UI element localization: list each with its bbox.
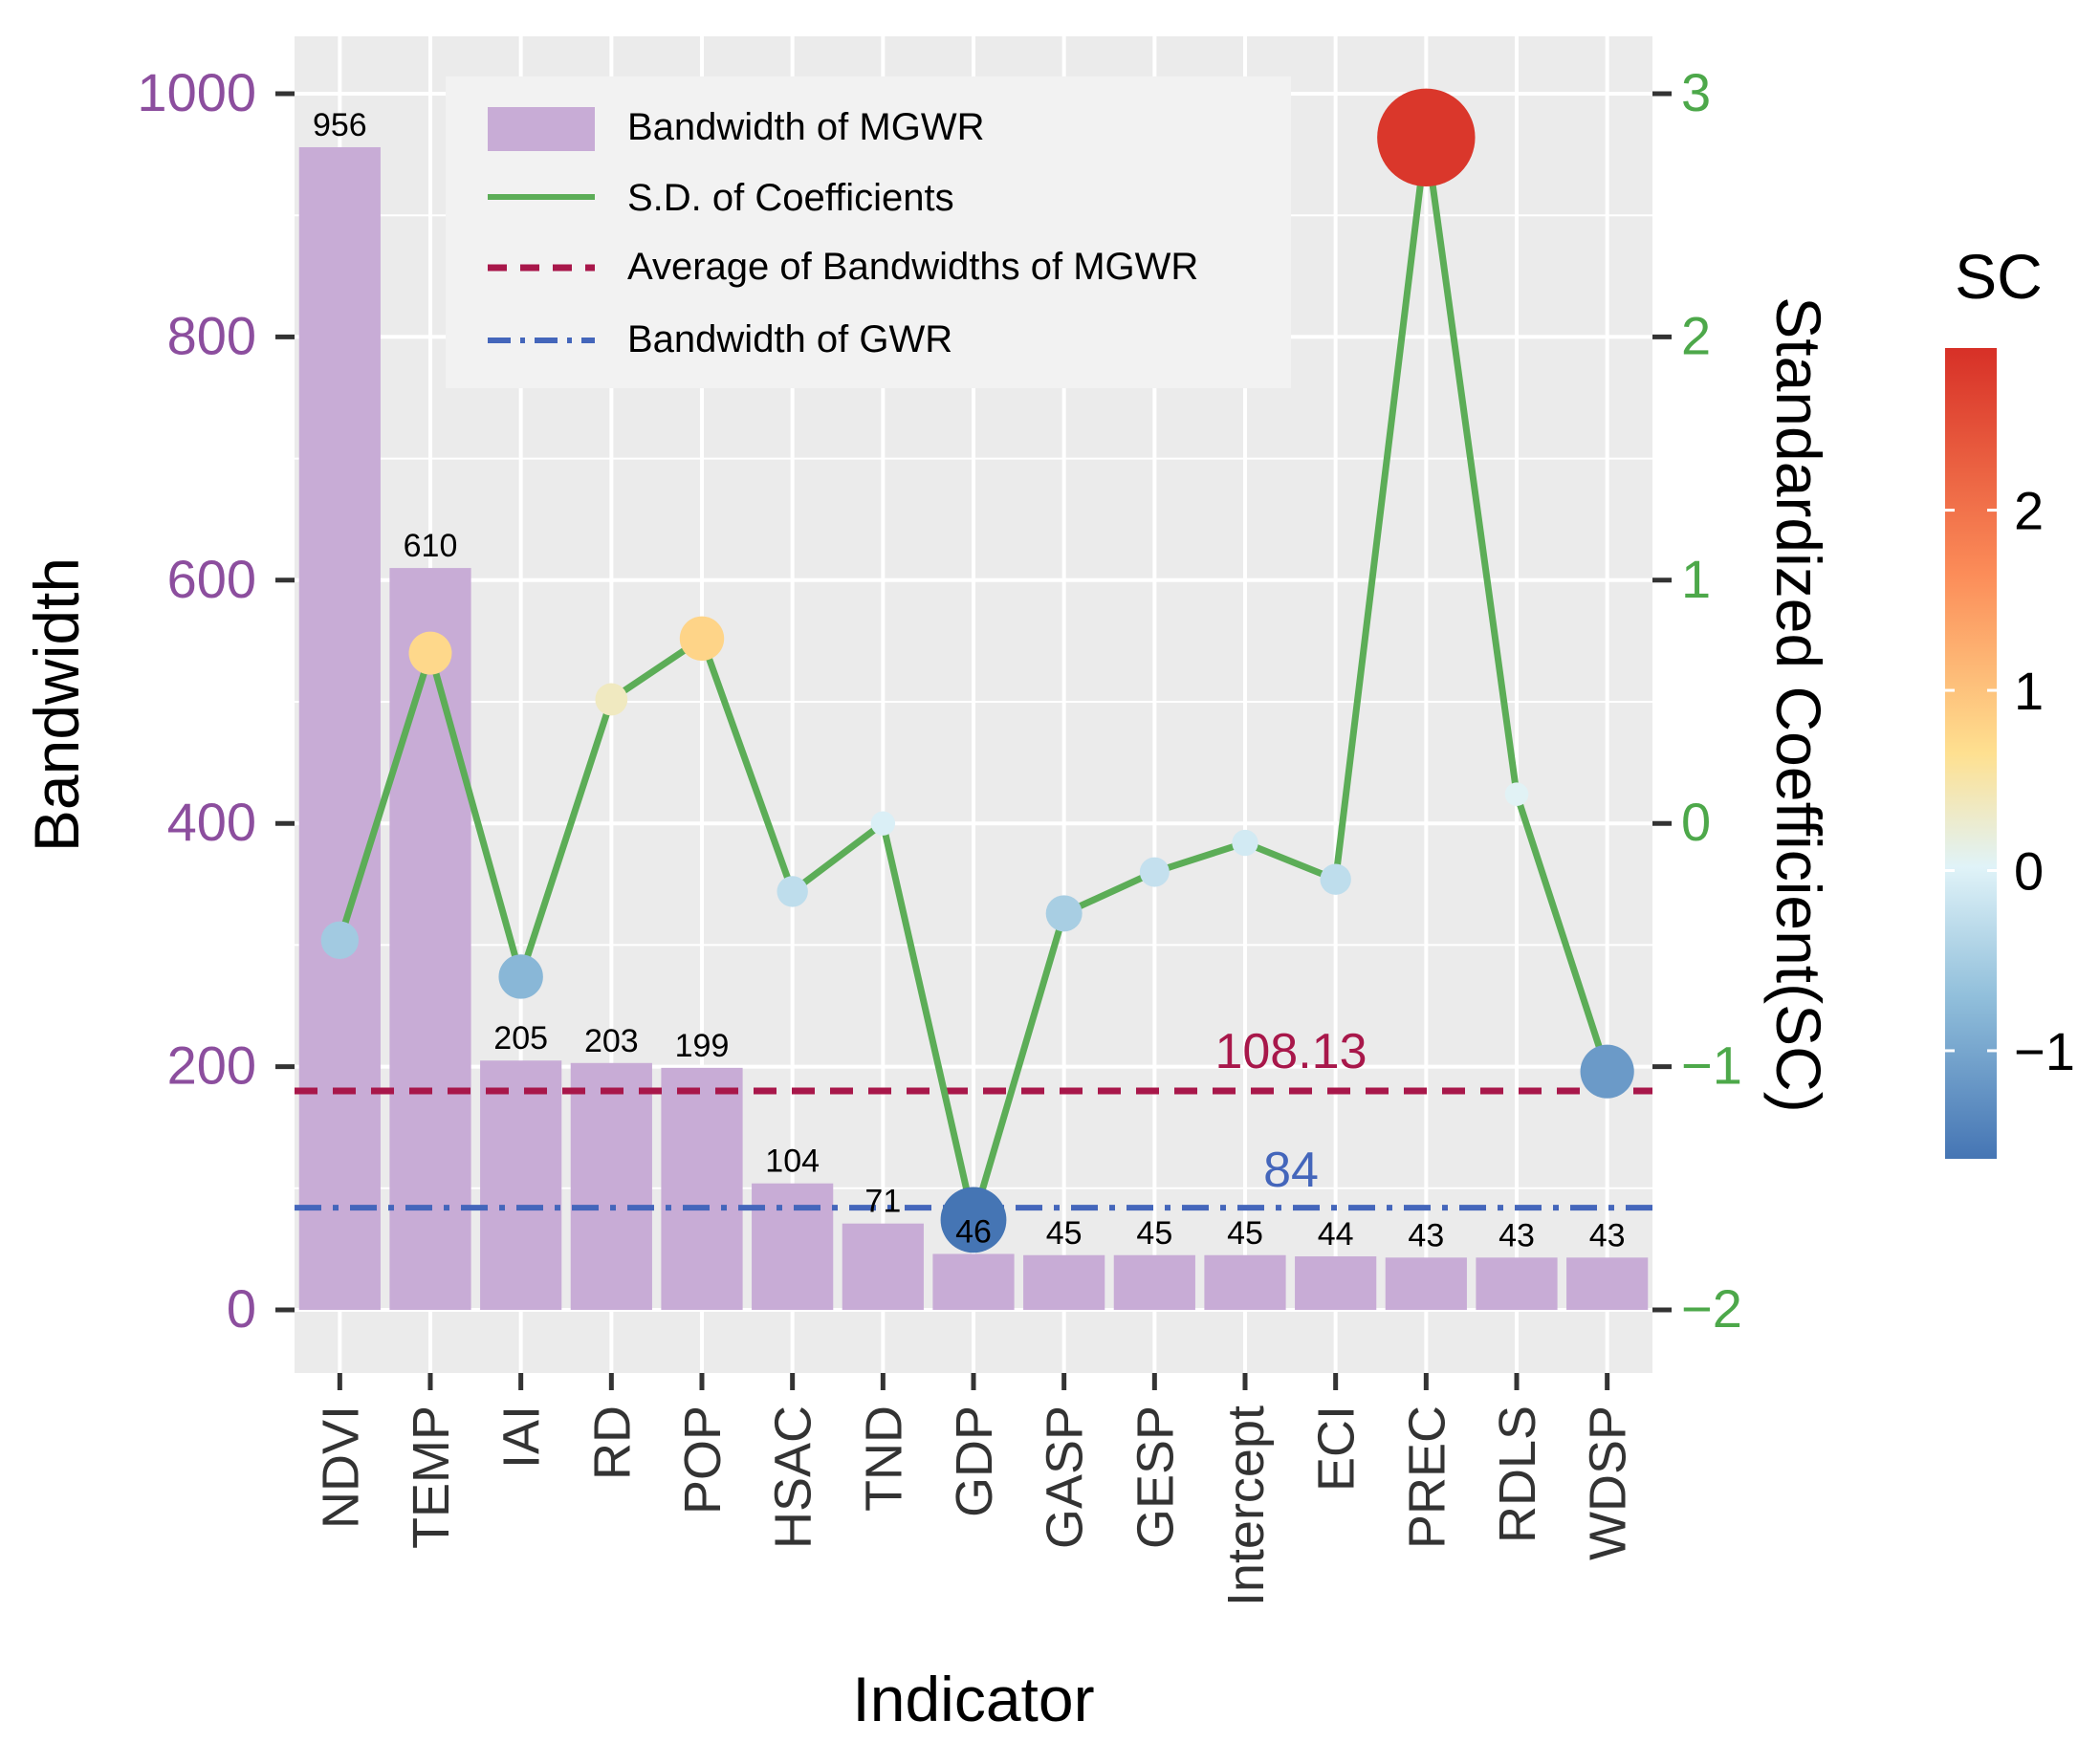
x-tick-label-GDP: GDP [946, 1405, 1003, 1517]
x-tick-label-IAI: IAI [493, 1405, 551, 1469]
legend-label-avg: Average of Bandwidths of MGWR [627, 246, 1198, 288]
point-TEMP [408, 631, 452, 675]
bar-label-IAI: 205 [493, 1020, 548, 1057]
point-GESP [1139, 857, 1170, 887]
bar-label-HSAC: 104 [765, 1144, 820, 1180]
bar-NDVI [298, 146, 381, 1310]
bar-label-RD: 203 [584, 1023, 639, 1059]
x-tick-label-HSAC: HSAC [765, 1405, 822, 1549]
avg-bandwidth-label: 108.13 [1214, 1024, 1367, 1079]
y-tick-label-0: 0 [227, 1278, 256, 1339]
axes: 0 200 400 600 800 1000 −2 −1 0 1 2 3 NDVI TEMP IAI RD PO… [137, 62, 1741, 1606]
point-GDP [940, 1187, 1007, 1253]
x-tick-label-PREC: PREC [1398, 1405, 1455, 1549]
point-HSAC [777, 876, 808, 907]
point-RDLS [1504, 782, 1529, 806]
x-tick-label-Intercept: Intercept [1217, 1405, 1275, 1606]
point-IAI [498, 954, 543, 999]
x-tick-label-NDVI: NDVI [312, 1405, 369, 1529]
colorbar-tick-label-0: −1 [2014, 1021, 2075, 1081]
bar-label-PREC: 43 [1408, 1217, 1444, 1253]
bar-POP [661, 1067, 743, 1310]
x-tick-label-TND: TND [855, 1405, 912, 1512]
bar-labels: 956 610 205 203 199 104 71 46 45 45 45 44 43 43 43 [313, 107, 1626, 1253]
y2-tick-label-0: −2 [1681, 1278, 1742, 1339]
y2-tick-label-4: 2 [1681, 305, 1711, 365]
bar-label-POP: 199 [675, 1028, 730, 1064]
point-RD [595, 683, 628, 716]
x-tick-label-ECI: ECI [1308, 1405, 1366, 1492]
x-tick-label-TEMP: TEMP [403, 1405, 460, 1549]
point-NDVI [320, 921, 360, 960]
bar-PREC [1385, 1257, 1467, 1310]
bar-HSAC [752, 1183, 834, 1310]
colorbar-ticks: −1 0 1 2 [1945, 481, 2075, 1081]
bar-RDLS [1476, 1257, 1558, 1310]
bar-label-ECI: 44 [1318, 1216, 1354, 1253]
bar-TND [842, 1223, 924, 1310]
bar-GESP [1113, 1254, 1195, 1310]
bar-label-GDP: 46 [955, 1213, 992, 1250]
y-tick-label-5: 1000 [137, 62, 256, 122]
bars [298, 146, 1649, 1310]
colorbar: SC −1 0 1 2 [1945, 241, 2075, 1159]
colorbar-tick-label-2: 1 [2014, 661, 2044, 721]
bar-GASP [1023, 1254, 1105, 1310]
y-tick-label-2: 400 [167, 792, 256, 852]
point-WDSP [1580, 1044, 1634, 1099]
point-ECI [1320, 863, 1351, 895]
bar-label-GASP: 45 [1046, 1215, 1083, 1252]
x-tick-label-WDSP: WDSP [1580, 1405, 1637, 1560]
colorbar-tick-label-3: 2 [2014, 481, 2044, 541]
bar-ECI [1295, 1256, 1377, 1310]
bar-label-NDVI: 956 [313, 107, 367, 143]
sc-points [320, 88, 1634, 1253]
bar-label-TEMP: 610 [404, 528, 458, 564]
y2-axis-title: Standardized Coefficient(SC) [1763, 296, 1834, 1113]
colorbar-title: SC [1955, 241, 2043, 312]
x-tick-label-RDLS: RDLS [1489, 1405, 1546, 1543]
point-PREC [1377, 88, 1476, 186]
point-Intercept [1232, 829, 1258, 857]
y-tick-label-1: 200 [167, 1035, 256, 1096]
bar-Intercept [1204, 1254, 1286, 1310]
bar-label-WDSP: 43 [1589, 1217, 1626, 1253]
bar-GDP [932, 1253, 1015, 1310]
legend-label-gwr: Bandwidth of GWR [627, 318, 952, 360]
bar-IAI [480, 1060, 562, 1310]
bar-RD [570, 1062, 652, 1310]
colorbar-tick-label-1: 0 [2014, 840, 2044, 901]
bar-TEMP [389, 568, 471, 1310]
colorbar-gradient [1945, 348, 1997, 1159]
x-tick-label-RD: RD [583, 1405, 641, 1480]
bar-label-Intercept: 45 [1227, 1215, 1263, 1252]
bar-label-TND: 71 [864, 1184, 901, 1220]
bar-label-GESP: 45 [1136, 1215, 1172, 1252]
y-axis-title: Bandwidth [21, 557, 92, 852]
y2-tick-label-2: 0 [1681, 792, 1711, 852]
point-POP [679, 616, 725, 662]
bar-label-RDLS: 43 [1498, 1217, 1535, 1253]
gwr-bandwidth-label: 84 [1263, 1143, 1319, 1198]
point-GASP [1045, 895, 1083, 932]
legend-key-bar [488, 107, 595, 151]
x-tick-label-GESP: GESP [1127, 1405, 1184, 1549]
y-tick-label-3: 600 [167, 549, 256, 609]
y2-tick-label-3: 1 [1681, 549, 1711, 609]
legend-label-line: S.D. of Coefficients [627, 177, 954, 219]
y2-tick-label-5: 3 [1681, 62, 1711, 122]
point-TND [870, 811, 896, 836]
x-axis-title: Indicator [852, 1664, 1094, 1734]
x-tick-label-GASP: GASP [1037, 1405, 1094, 1549]
y-tick-label-4: 800 [167, 305, 256, 365]
x-tick-label-POP: POP [674, 1405, 732, 1514]
legend-label-bar: Bandwidth of MGWR [627, 106, 984, 148]
y2-tick-label-1: −1 [1681, 1035, 1742, 1096]
legend: Bandwidth of MGWR S.D. of Coefficients A… [446, 76, 1291, 388]
bar-WDSP [1566, 1257, 1649, 1310]
